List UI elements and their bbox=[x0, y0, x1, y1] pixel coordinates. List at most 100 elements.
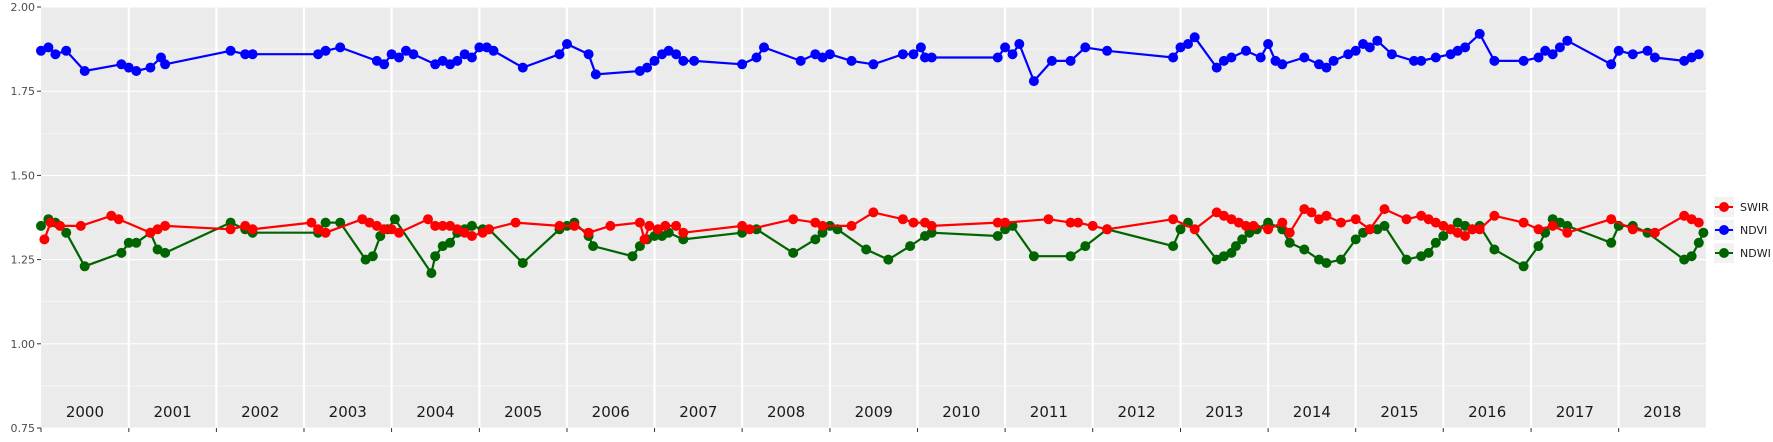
ndwi-point bbox=[389, 214, 400, 225]
ndvi-point bbox=[313, 49, 324, 60]
ndvi-point bbox=[1168, 52, 1179, 63]
ndwi-point bbox=[123, 237, 134, 248]
ndvi-point bbox=[1028, 76, 1039, 87]
swir-point bbox=[583, 227, 594, 238]
ndwi-point bbox=[1533, 241, 1544, 252]
swir-point bbox=[671, 220, 682, 231]
ndvi-point bbox=[1211, 62, 1222, 73]
swir-point bbox=[1430, 217, 1441, 228]
ndwi-point bbox=[992, 231, 1003, 241]
y-tick-label: 1.25 bbox=[11, 254, 36, 267]
year-label: 2014 bbox=[1293, 403, 1331, 421]
swir-point bbox=[1336, 217, 1346, 228]
swir-point bbox=[152, 224, 163, 235]
year-label: 2006 bbox=[592, 403, 630, 421]
ndvi-point bbox=[430, 59, 441, 70]
ndvi-point bbox=[1474, 28, 1485, 39]
ndvi-point bbox=[824, 49, 835, 60]
ndwi-point bbox=[1401, 254, 1412, 265]
swir-point bbox=[1218, 210, 1229, 221]
ndvi-point bbox=[1416, 55, 1427, 66]
ndvi-point bbox=[1321, 62, 1332, 73]
year-label: 2015 bbox=[1380, 403, 1418, 421]
ndvi-point bbox=[562, 39, 572, 49]
ndwi-point bbox=[152, 244, 163, 255]
ndvi-point bbox=[992, 52, 1003, 63]
ndvi-point bbox=[1460, 42, 1471, 53]
swir-point bbox=[75, 220, 86, 231]
swir-point bbox=[1087, 220, 1098, 231]
ndvi-point bbox=[1014, 39, 1025, 49]
swir-point bbox=[1562, 227, 1573, 238]
ndvi-point bbox=[1183, 39, 1193, 49]
swir-point bbox=[1467, 224, 1478, 235]
ndvi-point bbox=[1175, 42, 1186, 53]
ndwi-point bbox=[1438, 231, 1449, 241]
ndvi-point bbox=[131, 66, 142, 76]
ndwi-point bbox=[36, 220, 46, 231]
ndvi-point bbox=[394, 52, 404, 63]
swir-point bbox=[113, 214, 124, 225]
ndvi-point bbox=[1562, 35, 1573, 46]
year-label: 2005 bbox=[504, 403, 542, 421]
ndwi-point bbox=[788, 247, 799, 258]
ndvi-point bbox=[1642, 45, 1653, 56]
swir-point bbox=[55, 220, 65, 231]
swir-point bbox=[1284, 227, 1295, 238]
swir-point bbox=[660, 220, 671, 231]
ndvi-point bbox=[759, 42, 769, 53]
swir-point bbox=[320, 227, 331, 238]
ndwi-point bbox=[810, 234, 821, 245]
swir-point bbox=[45, 217, 56, 228]
ndvi-point bbox=[1226, 52, 1237, 63]
ndvi-point bbox=[452, 55, 463, 66]
ndwi-point bbox=[1299, 244, 1310, 255]
series-swir bbox=[39, 204, 1704, 245]
ndwi-point bbox=[1379, 220, 1390, 231]
ndwi-point bbox=[588, 241, 599, 252]
y-tick-label: 1.00 bbox=[11, 338, 36, 351]
ndwi-point bbox=[517, 258, 528, 268]
ndvi-point bbox=[926, 52, 937, 63]
ndvi-point bbox=[554, 49, 565, 60]
ndvi-point bbox=[1350, 45, 1361, 56]
legend-marker-ndvi bbox=[1719, 225, 1729, 235]
ndwi-point bbox=[320, 217, 331, 228]
ndvi-point bbox=[1489, 55, 1500, 66]
series-ndvi bbox=[36, 28, 1704, 87]
ndvi-point bbox=[474, 42, 485, 53]
ndwi-point bbox=[367, 251, 378, 262]
ndwi-point bbox=[1237, 234, 1248, 245]
swir-point bbox=[1606, 214, 1617, 225]
ndwi-point bbox=[116, 247, 127, 258]
swir-point bbox=[1248, 220, 1259, 231]
swir-point bbox=[788, 214, 799, 225]
ndwi-point bbox=[1430, 237, 1441, 248]
ndvi-point bbox=[1241, 45, 1251, 56]
swir-point bbox=[430, 220, 441, 231]
swir-point bbox=[466, 231, 477, 241]
ndwi-point bbox=[905, 241, 916, 252]
swir-point bbox=[1401, 214, 1412, 225]
swir-point bbox=[437, 220, 448, 231]
ndwi-point bbox=[61, 227, 72, 238]
swir-point bbox=[1189, 224, 1200, 235]
ndvi-point bbox=[1102, 45, 1113, 56]
legend-label-ndwi: NDWI bbox=[1740, 247, 1771, 260]
ndvi-point bbox=[1255, 52, 1266, 63]
ndvi-point bbox=[123, 62, 134, 73]
ndvi-point bbox=[1547, 49, 1558, 60]
swir-point bbox=[1627, 224, 1638, 235]
year-label: 2016 bbox=[1468, 403, 1506, 421]
ndvi-point bbox=[61, 45, 72, 56]
ndvi-point bbox=[1430, 52, 1441, 63]
ndvi-point bbox=[1364, 42, 1375, 53]
year-label: 2004 bbox=[416, 403, 454, 421]
ndvi-point bbox=[1263, 39, 1274, 49]
ndvi-point bbox=[1372, 35, 1383, 46]
swir-point bbox=[1168, 214, 1179, 225]
ndwi-point bbox=[1175, 224, 1186, 235]
swir-point bbox=[1000, 217, 1011, 228]
swir-point bbox=[225, 224, 236, 235]
